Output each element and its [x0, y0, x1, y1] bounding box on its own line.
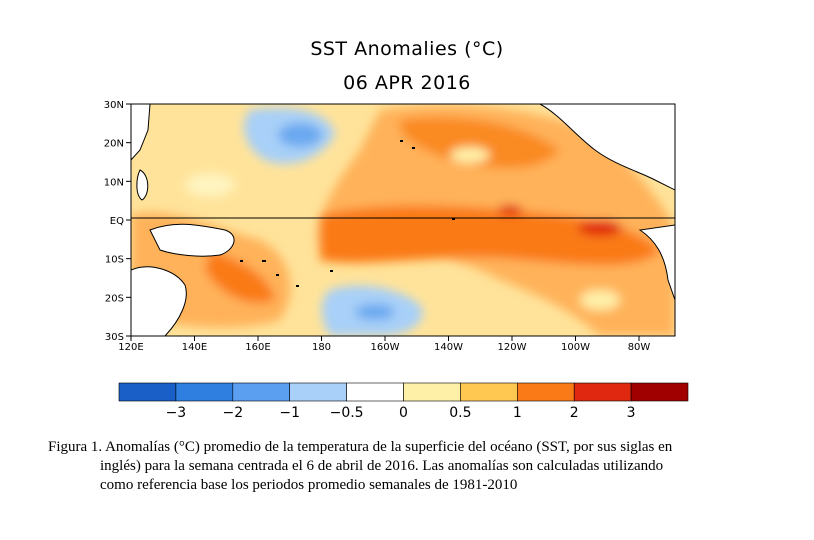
- lon-label: 120E: [118, 342, 143, 353]
- lon-label: 80W: [628, 342, 651, 353]
- caption-line-3: como referencia base los periodos promed…: [100, 477, 518, 493]
- latitude-axis: 30N 20N 10N EQ 10S 20S 30S: [104, 100, 131, 343]
- lon-label: 160W: [371, 342, 400, 353]
- lat-label: EQ: [110, 216, 124, 227]
- colorbar-label: 1: [513, 405, 522, 421]
- colorbar-swatch: [630, 382, 689, 402]
- colorbar-label: −0.5: [330, 405, 364, 421]
- lon-label: 100W: [561, 342, 590, 353]
- colorbar-swatch: [289, 382, 347, 402]
- lon-label: 120W: [498, 342, 527, 353]
- colorbar-swatch: [118, 382, 177, 402]
- colorbar-swatch: [573, 382, 632, 402]
- lat-label: 10N: [104, 177, 124, 188]
- land: [131, 104, 675, 336]
- colorbar: −3 −2 −1 −0.5 0 0.5 1 2 3: [118, 382, 689, 421]
- colorbar-swatch: [403, 382, 461, 402]
- lon-label: 140E: [182, 342, 207, 353]
- colorbar-label: −3: [166, 405, 187, 421]
- islands: [240, 140, 455, 287]
- colorbar-swatch: [516, 382, 575, 402]
- lon-label: 140W: [434, 342, 463, 353]
- colorbar-label: 0.5: [449, 405, 471, 421]
- map-title: SST Anomalies (°C): [310, 38, 504, 60]
- anomaly-field: [131, 104, 675, 336]
- colorbar-label: −2: [222, 405, 243, 421]
- colorbar-swatch: [175, 382, 234, 402]
- colorbar-swatch: [460, 382, 518, 402]
- colorbar-label: −1: [279, 405, 300, 421]
- lon-label: 160E: [245, 342, 270, 353]
- longitude-axis: 120E 140E 160E 180 160W 140W 120W 100W 80W: [118, 336, 650, 353]
- colorbar-swatch: [346, 382, 404, 402]
- figure-caption: Figura 1. Anomalías (°C) promedio de la …: [48, 438, 768, 495]
- colorbar-swatch: [232, 382, 291, 402]
- lat-label: 20N: [104, 139, 124, 150]
- lon-label: 180: [312, 342, 331, 353]
- lat-label: 30S: [105, 332, 124, 343]
- lat-label: 10S: [105, 255, 124, 266]
- caption-line-2: inglés) para la semana centrada el 6 de …: [100, 458, 664, 474]
- lat-label: 20S: [105, 293, 124, 304]
- sst-anomaly-map: 30N 20N 10N EQ 10S 20S 30S 120E 140E 160E 180 160W…: [104, 100, 689, 421]
- colorbar-label: 3: [627, 405, 636, 421]
- map-date: 06 APR 2016: [343, 72, 471, 94]
- colorbar-label: 0: [399, 405, 408, 421]
- colorbar-label: 2: [570, 405, 579, 421]
- lat-label: 30N: [104, 100, 124, 111]
- caption-line-1: Figura 1. Anomalías (°C) promedio de la …: [48, 439, 673, 455]
